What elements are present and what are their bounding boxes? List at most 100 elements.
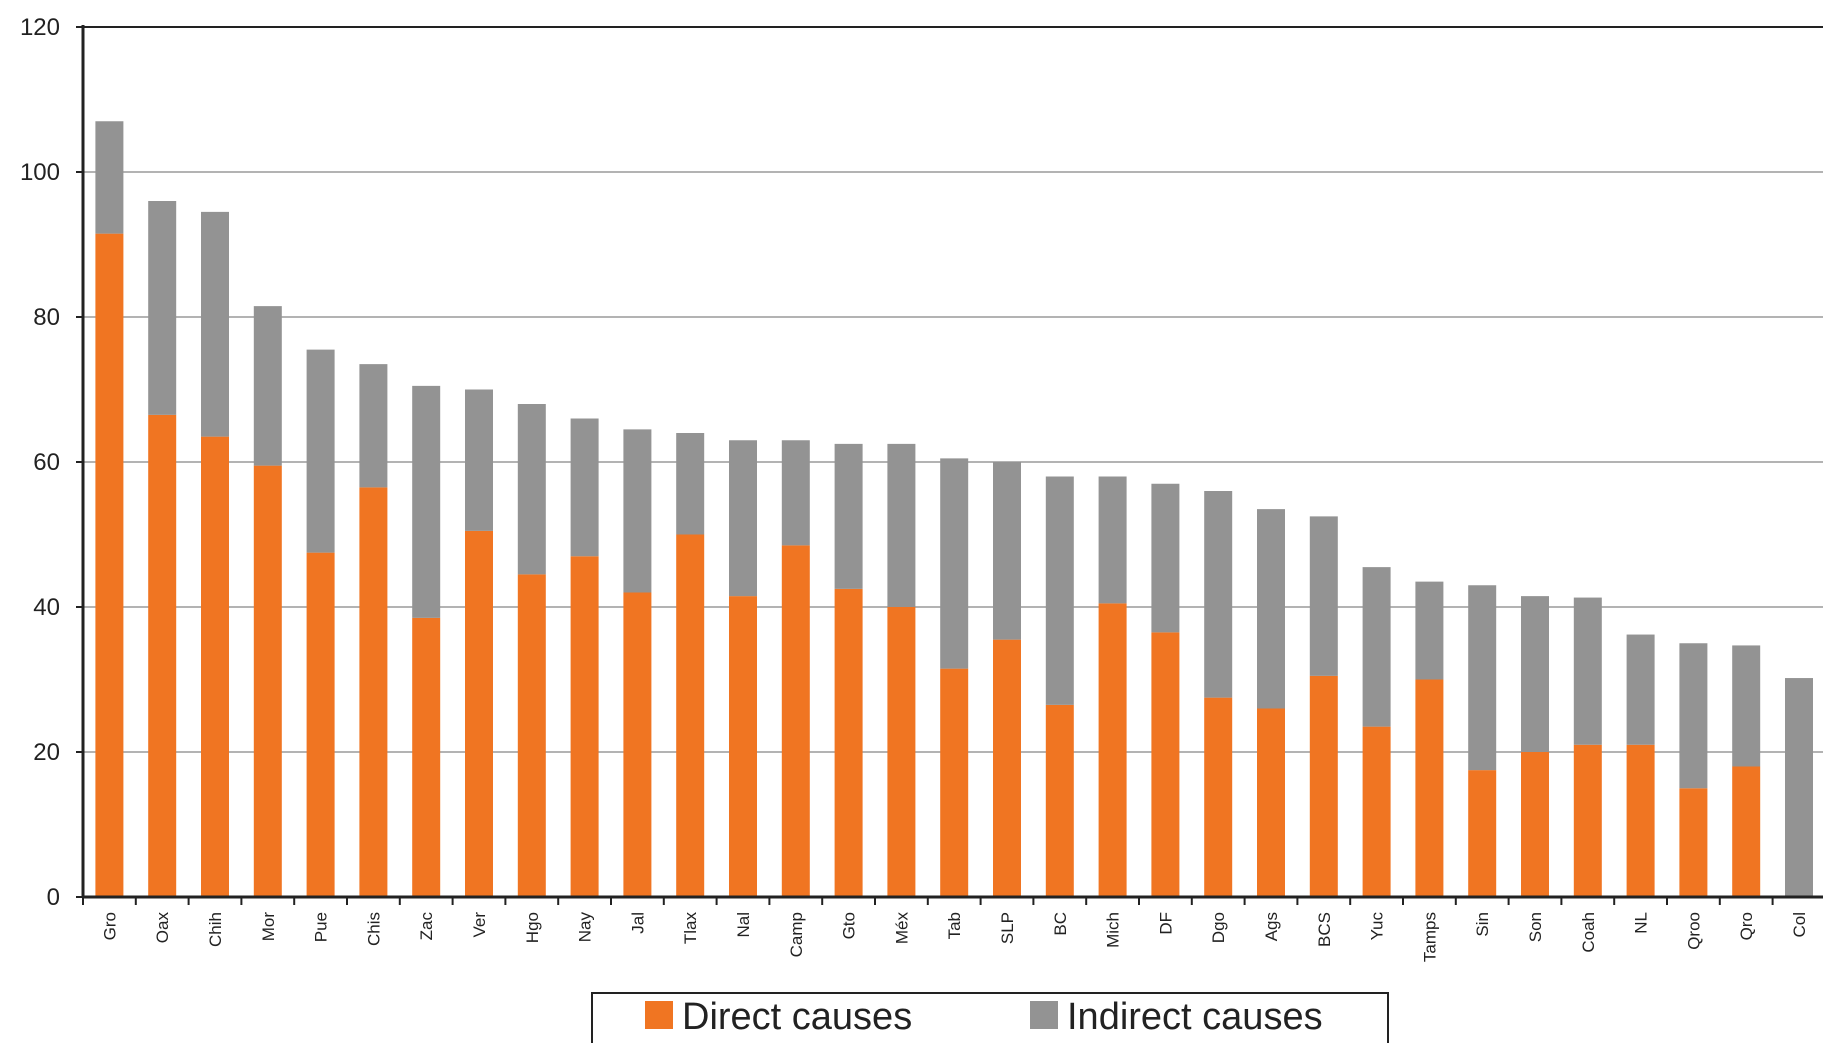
y-tick-label: 0 <box>47 884 60 911</box>
x-tick-label: BCS <box>1315 912 1334 947</box>
bar-indirect-causes <box>623 429 652 593</box>
bar-direct-causes <box>834 588 863 897</box>
bar-indirect-causes <box>887 443 916 607</box>
y-tick-label: 120 <box>20 14 60 41</box>
x-tick-label: Chis <box>364 912 383 946</box>
x-tick-label: Tamps <box>1420 912 1439 962</box>
bar-direct-causes <box>1257 708 1285 897</box>
bar-indirect-causes <box>1679 643 1708 789</box>
bar-indirect-causes <box>1045 476 1074 705</box>
bar-direct-causes <box>517 574 546 897</box>
legend-label-direct: Direct causes <box>682 996 912 1038</box>
bar-indirect-causes <box>834 443 863 589</box>
bar-indirect-causes <box>1151 483 1180 633</box>
x-tick-label: Qroo <box>1684 912 1703 950</box>
bar-indirect-causes <box>201 211 229 437</box>
y-tick-label: 100 <box>20 159 60 186</box>
bar-direct-causes <box>1204 697 1233 897</box>
bar-indirect-causes <box>1732 645 1761 767</box>
x-tick-label: NL <box>1632 912 1651 934</box>
x-tick-label: DF <box>1156 912 1175 935</box>
x-tick-label: Qro <box>1737 912 1756 940</box>
legend-label-indirect: Indirect causes <box>1067 996 1323 1038</box>
bar-indirect-causes <box>306 349 335 553</box>
x-tick-label: Ags <box>1262 912 1281 941</box>
x-tick-label: Gro <box>100 912 119 940</box>
bar-direct-causes <box>306 552 335 897</box>
bar-direct-causes <box>1626 744 1655 897</box>
bar-indirect-causes <box>465 389 493 531</box>
bar-direct-causes <box>201 436 229 897</box>
bar-indirect-causes <box>1098 476 1127 604</box>
bar-direct-causes <box>781 545 810 897</box>
bar-indirect-causes <box>1573 597 1602 745</box>
bar-indirect-causes <box>148 201 177 415</box>
bar-indirect-causes <box>1626 634 1655 745</box>
bar-direct-causes <box>1415 679 1444 897</box>
x-tick-label: Nay <box>576 912 595 943</box>
axes <box>81 25 1823 905</box>
bar-indirect-causes <box>993 462 1021 640</box>
x-tick-label: Gto <box>840 912 859 939</box>
legend-swatch-indirect <box>1030 1001 1058 1029</box>
bar-indirect-causes <box>1204 491 1233 698</box>
x-tick-label: Yuc <box>1368 912 1387 941</box>
bar-direct-causes <box>993 639 1021 897</box>
x-tick-label: Nal <box>734 912 753 938</box>
bar-direct-causes <box>1468 770 1497 897</box>
x-tick-label: Son <box>1526 912 1545 942</box>
bar-direct-causes <box>1151 632 1180 897</box>
x-tick-label: Jal <box>628 912 647 934</box>
x-tick-label: Mich <box>1104 912 1123 948</box>
x-tick-label: Col <box>1790 912 1809 938</box>
legend: Direct causes Indirect causes <box>591 992 1389 1043</box>
bar-direct-causes <box>412 617 441 897</box>
bar-indirect-causes <box>412 385 441 618</box>
bar-direct-causes <box>1362 726 1391 897</box>
y-tick-label: 60 <box>33 449 60 476</box>
bar-direct-causes <box>95 233 124 897</box>
bar-indirect-causes <box>781 440 810 546</box>
bar-indirect-causes <box>940 458 969 669</box>
bar-indirect-causes <box>517 404 546 575</box>
bars <box>95 121 1813 897</box>
bar-indirect-causes <box>95 121 124 234</box>
bar-direct-causes <box>253 465 282 897</box>
x-tick-label: Camp <box>787 912 806 957</box>
bar-indirect-causes <box>1468 585 1497 771</box>
y-tick-label: 40 <box>33 594 60 621</box>
x-tick-label: Pue <box>312 912 331 942</box>
bar-direct-causes <box>570 556 599 897</box>
bar-direct-causes <box>1679 788 1708 897</box>
bar-direct-causes <box>729 596 757 897</box>
x-tick-label: Oax <box>153 912 172 944</box>
bar-indirect-causes <box>359 364 388 488</box>
x-tick-label: Hgo <box>523 912 542 943</box>
legend-box <box>591 992 1389 1043</box>
x-tick-label: Zac <box>417 912 436 941</box>
bar-direct-causes <box>940 668 969 897</box>
x-tick-label: Dgo <box>1209 912 1228 943</box>
bar-indirect-causes <box>1257 509 1285 709</box>
x-tick-label: Chih <box>206 912 225 947</box>
bar-direct-causes <box>359 487 388 897</box>
bar-direct-causes <box>148 414 177 897</box>
bar-indirect-causes <box>253 306 282 466</box>
bar-indirect-causes <box>1362 567 1391 727</box>
bar-indirect-causes <box>1785 678 1813 897</box>
x-tick-label: Sin <box>1473 912 1492 937</box>
x-tick-label: Ver <box>470 912 489 938</box>
legend-swatch-direct <box>645 1001 673 1029</box>
bar-indirect-causes <box>729 440 757 597</box>
bar-direct-causes <box>1098 603 1127 897</box>
bar-direct-causes <box>1573 744 1602 897</box>
x-tick-label: Mor <box>259 912 278 942</box>
bar-direct-causes <box>887 607 916 897</box>
x-tick-label: Méx <box>892 912 911 945</box>
x-tick-label: BC <box>1051 912 1070 936</box>
bar-indirect-causes <box>1521 596 1549 752</box>
x-tick-label: SLP <box>998 912 1017 944</box>
bar-indirect-causes <box>1415 581 1444 680</box>
x-tick-label: Tab <box>945 912 964 939</box>
